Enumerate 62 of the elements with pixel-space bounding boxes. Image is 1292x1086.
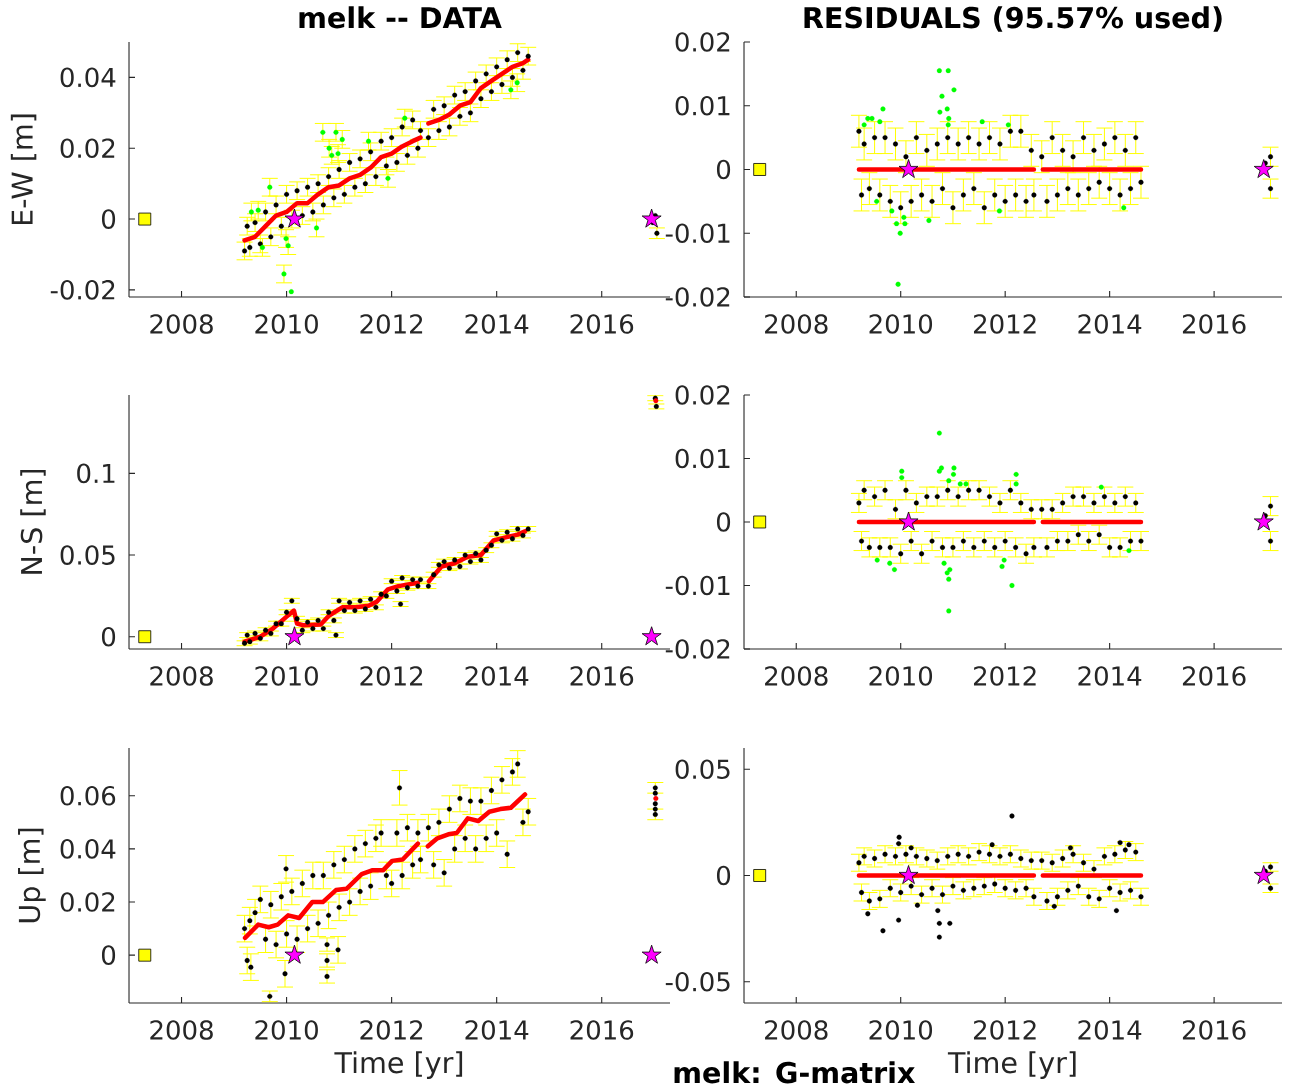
x-tick-label: 2014: [1078, 1020, 1142, 1040]
x-tick-label: 2008: [150, 1020, 213, 1040]
y-axis-title: N-S [m]: [20, 469, 46, 574]
y-tick-label: 0.02: [60, 892, 115, 912]
y-tick-label: 0.1: [77, 463, 115, 484]
y-tick-label: 0.05: [675, 759, 730, 780]
text: melk: G-matrix: [674, 1061, 915, 1084]
x-tick-label: 2010: [869, 666, 933, 686]
x-tick-label: 2014: [1078, 314, 1142, 334]
y-tick-label: 0: [716, 512, 731, 532]
y-tick-label: 0: [101, 209, 116, 229]
x-axis-title: Time [yr]: [334, 1051, 463, 1079]
x-tick-label: 2016: [570, 1020, 634, 1040]
y-tick-label: 0.02: [675, 32, 730, 52]
y-tick-label: -0.01: [665, 223, 730, 244]
x-tick-label: 2014: [465, 666, 529, 686]
x-tick-label: 2008: [765, 314, 828, 334]
x-tick-label: 2008: [765, 1020, 828, 1040]
y-tick-label: 0.05: [60, 545, 115, 565]
x-tick-label: 2012: [973, 1020, 1036, 1040]
y-tick-label: 0.02: [60, 138, 115, 159]
y-tick-label: 0.04: [60, 67, 116, 88]
x-tick-label: 2014: [1078, 666, 1142, 686]
x-tick-label: 2008: [150, 666, 213, 686]
y-tick-label: -0.01: [665, 575, 730, 596]
x-tick-label: 2014: [465, 314, 529, 334]
x-tick-label: 2016: [570, 314, 634, 334]
y-axis-title: E-W [m]: [10, 114, 37, 225]
y-tick-label: 0: [716, 865, 731, 886]
x-tick-label: 2008: [150, 314, 213, 334]
x-tick-label: 2008: [765, 666, 828, 686]
y-tick-label: -0.02: [50, 280, 115, 300]
chart-title: RESIDUALS (95.57% used): [804, 6, 1222, 32]
x-tick-label: 2016: [1182, 1020, 1246, 1040]
x-tick-label: 2014: [465, 1020, 529, 1040]
x-tick-label: 2012: [973, 314, 1036, 334]
y-tick-label: 0.04: [60, 839, 116, 859]
x-tick-label: 2010: [255, 1020, 318, 1040]
x-tick-label: 2010: [255, 314, 318, 334]
y-tick-label: 0: [101, 626, 116, 647]
x-tick-label: 2012: [360, 1020, 423, 1040]
x-axis-title: Time [yr]: [947, 1051, 1076, 1079]
y-tick-label: 0.01: [675, 95, 730, 116]
x-tick-label: 2012: [973, 666, 1036, 686]
y-tick-label: -0.02: [665, 639, 730, 659]
y-tick-label: 0.06: [60, 785, 116, 806]
y-tick-label: -0.05: [665, 971, 730, 992]
x-tick-label: 2016: [570, 666, 634, 686]
x-tick-label: 2016: [1182, 314, 1246, 334]
x-tick-label: 2012: [360, 666, 423, 686]
y-axis-title: Up [m]: [18, 828, 46, 923]
y-tick-label: 0: [101, 945, 116, 965]
x-tick-label: 2016: [1182, 666, 1246, 686]
x-tick-label: 2010: [869, 1020, 933, 1040]
x-tick-label: 2010: [869, 314, 933, 334]
y-tick-label: 0: [716, 159, 731, 180]
chart-title: melk -- DATA: [299, 6, 502, 29]
y-tick-label: 0.02: [675, 385, 730, 405]
x-tick-label: 2012: [360, 314, 423, 334]
y-tick-label: -0.02: [665, 287, 730, 307]
x-tick-label: 2010: [255, 666, 318, 686]
y-tick-label: 0.01: [675, 448, 730, 469]
